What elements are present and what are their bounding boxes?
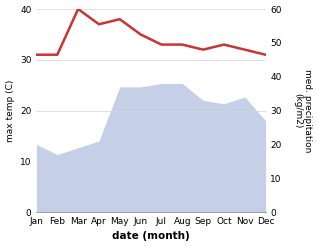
Y-axis label: max temp (C): max temp (C) bbox=[5, 79, 15, 142]
X-axis label: date (month): date (month) bbox=[112, 231, 190, 242]
Y-axis label: med. precipitation
(kg/m2): med. precipitation (kg/m2) bbox=[293, 69, 313, 152]
